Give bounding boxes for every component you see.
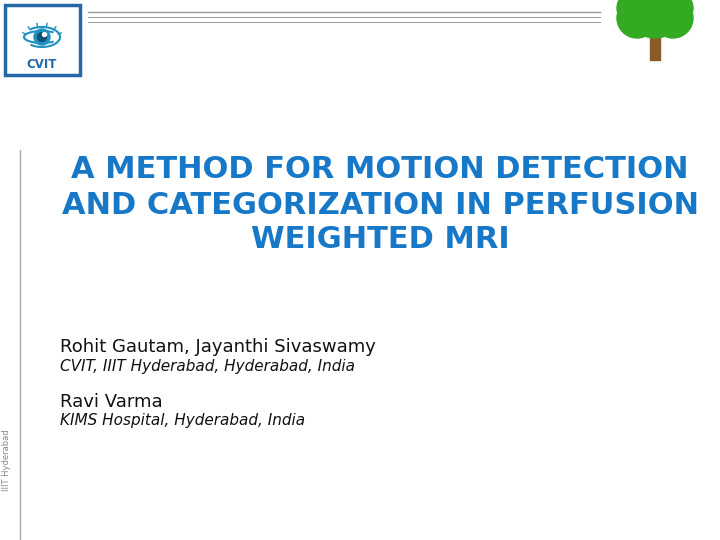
Text: A METHOD FOR MOTION DETECTION: A METHOD FOR MOTION DETECTION	[71, 156, 689, 185]
Text: Rohit Gautam, Jayanthi Sivaswamy: Rohit Gautam, Jayanthi Sivaswamy	[60, 338, 376, 356]
Circle shape	[617, 0, 649, 24]
Text: WEIGHTED MRI: WEIGHTED MRI	[251, 226, 509, 254]
Circle shape	[653, 0, 693, 38]
Circle shape	[661, 0, 693, 24]
Circle shape	[37, 32, 47, 42]
Circle shape	[617, 0, 657, 38]
Circle shape	[649, 0, 685, 18]
Text: KIMS Hospital, Hyderabad, India: KIMS Hospital, Hyderabad, India	[60, 414, 305, 429]
Circle shape	[625, 0, 661, 18]
Circle shape	[42, 32, 47, 37]
Text: CVIT: CVIT	[27, 58, 57, 71]
Text: Ravi Varma: Ravi Varma	[60, 393, 163, 411]
Circle shape	[34, 29, 50, 45]
Text: IIIT Hyderabad: IIIT Hyderabad	[2, 429, 12, 491]
Bar	[650, 35, 660, 60]
Circle shape	[633, 0, 677, 16]
Text: CVIT, IIIT Hyderabad, Hyderabad, India: CVIT, IIIT Hyderabad, Hyderabad, India	[60, 359, 355, 374]
Circle shape	[627, 0, 683, 38]
Text: AND CATEGORIZATION IN PERFUSION: AND CATEGORIZATION IN PERFUSION	[61, 191, 698, 219]
Bar	[5, 5, 80, 75]
